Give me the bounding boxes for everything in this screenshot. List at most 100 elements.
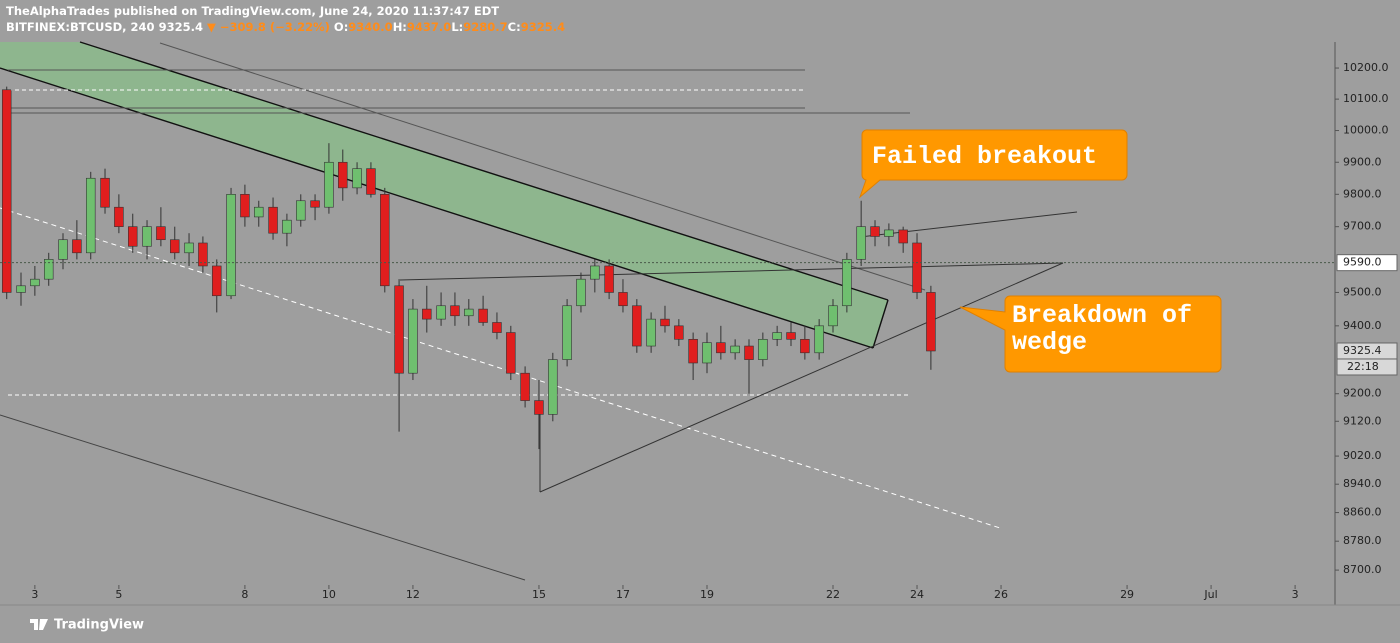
candle-body (688, 338, 698, 364)
x-tick-label: 17 (616, 588, 630, 601)
y-tick-label: 9500.0 (1343, 285, 1382, 298)
wedge-line (859, 211, 1078, 238)
y-tick-label: 9400.0 (1343, 319, 1382, 332)
candle-body (30, 278, 40, 287)
trend-line (0, 207, 1001, 529)
candle-body (408, 308, 418, 374)
y-tick-label: 9120.0 (1343, 414, 1382, 427)
change-value: −309.8 (−3.22%) (219, 20, 330, 34)
candle-body (744, 345, 754, 360)
drawings (0, 41, 1078, 581)
ohlc-key: L: (451, 20, 464, 34)
wedge-line (399, 262, 1064, 281)
callout-box (959, 295, 1222, 373)
ohlc-value: 9325.4 (520, 20, 566, 34)
y-tick-label: 10100.0 (1343, 92, 1389, 105)
y-tick-label: 10200.0 (1343, 61, 1389, 74)
ohlc-value: 9340.0 (348, 20, 393, 34)
y-tick-label: 8860.0 (1343, 506, 1382, 519)
candle-body (198, 242, 208, 267)
candle-body (884, 229, 894, 237)
y-tick-label: 9800.0 (1343, 187, 1382, 200)
candle-body (100, 177, 110, 208)
candle-body (912, 242, 922, 293)
candle-body (786, 332, 796, 340)
x-tick-label: 22 (826, 588, 840, 601)
candle-body (730, 345, 740, 354)
x-tick-label: 29 (1120, 588, 1134, 601)
x-tick-label: 5 (115, 588, 122, 601)
candle-body (352, 168, 362, 189)
candle-body (142, 226, 152, 247)
candle-body (184, 242, 194, 254)
countdown-box (1336, 358, 1398, 376)
x-tick-label: 8 (241, 588, 248, 601)
y-tick-label: 9900.0 (1343, 155, 1382, 168)
candle-body (660, 318, 670, 327)
channel-fill (0, 42, 888, 348)
candle-body (1, 89, 12, 293)
x-tick-label: 3 (31, 588, 38, 601)
ohlc: O:9340.0H:9437.0L:9280.7C:9325.4 (334, 20, 565, 34)
candle-body (156, 226, 166, 241)
price-label-box (1336, 254, 1398, 272)
countdown: 22:18 (1347, 360, 1379, 373)
candle-body (534, 400, 544, 415)
y-tick-label: 9200.0 (1343, 387, 1382, 400)
candle-body (268, 206, 278, 234)
candle-body (926, 292, 936, 352)
candle-body (478, 308, 488, 323)
candle-body (506, 332, 516, 374)
candle-body (422, 308, 432, 320)
annotation: Failed breakout (872, 142, 1097, 171)
y-tick-label: 8940.0 (1343, 477, 1382, 490)
candle-body (674, 325, 684, 340)
candle-body (548, 359, 558, 415)
candle-body (296, 200, 306, 221)
symbol-line: BITFINEX:BTCUSD, 240 9325.4 ▼ −309.8 (−3… (6, 20, 565, 34)
candle-body (240, 194, 250, 218)
y-tick-label: 8700.0 (1343, 563, 1382, 576)
annotation-box: Breakdown of wedge (1012, 302, 1192, 356)
candle-body (226, 194, 236, 297)
candle-body (254, 206, 264, 218)
candle-body (114, 206, 124, 227)
candle-body (310, 200, 320, 208)
x-tick-label: Jul (1203, 588, 1217, 601)
candle-body (16, 285, 26, 293)
ohlc-value: 9280.7 (463, 20, 508, 34)
candle-body (800, 338, 810, 354)
ohlc-key: H: (392, 20, 407, 34)
candle-body (842, 259, 852, 307)
x-tick-label: 15 (532, 588, 546, 601)
candle-body (702, 342, 712, 364)
change: ▼ −309.8 (−3.22%) (206, 20, 330, 34)
y-tick-label: 8780.0 (1343, 534, 1382, 547)
trend-line (79, 41, 889, 301)
ohlc-value: 9437.0 (406, 20, 452, 34)
y-tick-label: 9700.0 (1343, 220, 1382, 233)
candle-body (618, 292, 628, 307)
candle-body (394, 285, 404, 374)
candle-body (338, 161, 348, 189)
candle-body (562, 305, 572, 360)
candle-body (58, 239, 68, 260)
callout: Failed breakout (858, 129, 1128, 199)
candle-body (128, 226, 138, 247)
candle-body (814, 325, 824, 354)
trend-line (0, 67, 874, 349)
candles (1, 86, 936, 450)
trend-line (872, 299, 889, 349)
logo (30, 619, 48, 630)
x-tick-label: 12 (406, 588, 420, 601)
candle-body (520, 372, 530, 401)
publisher: TheAlphaTrades published on TradingView.… (6, 4, 500, 18)
candle-body (646, 318, 656, 347)
x-tick-label: 3 (1292, 588, 1299, 601)
price-label: 9590.0 (1343, 256, 1382, 269)
candle-body (72, 239, 82, 254)
callout: Breakdown of wedge (959, 295, 1222, 373)
candle-body (282, 219, 292, 234)
brand: TradingView (54, 618, 144, 633)
